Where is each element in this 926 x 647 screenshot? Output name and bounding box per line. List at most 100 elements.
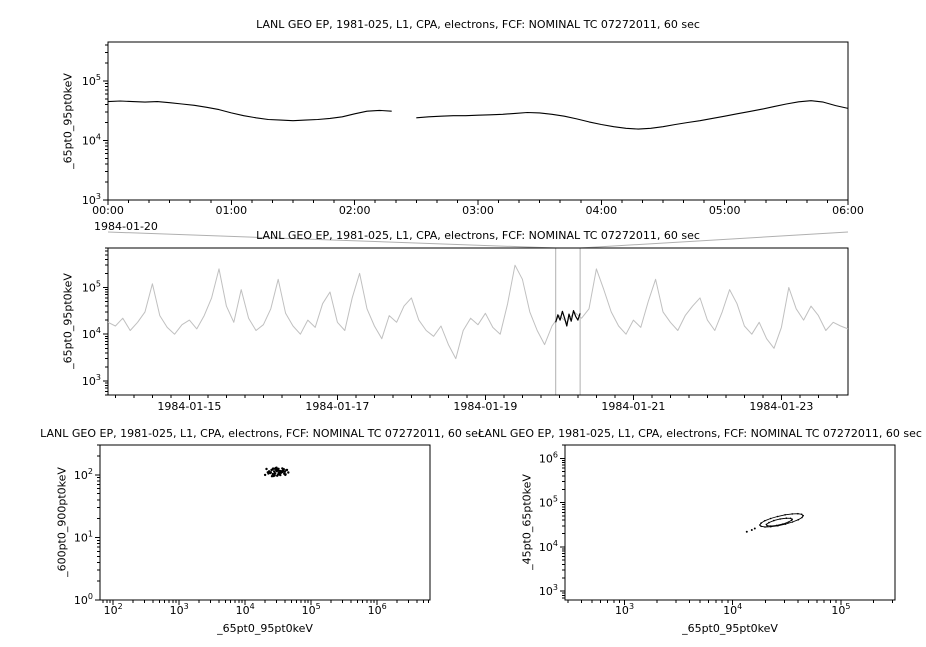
y-tick-label: 103 (82, 373, 101, 388)
x-tick-label: 106 (368, 602, 387, 617)
scatter-loop-outer-point (797, 518, 800, 521)
x-tick-label: 105 (302, 602, 321, 617)
y-tick-label: 105 (539, 495, 558, 510)
y-axis-label-context: _65pt0_95pt0keV (61, 273, 75, 369)
x-tick-label: 1984-01-21 (601, 400, 665, 413)
scatter-45-65-plot-frame[interactable] (564, 444, 896, 601)
scatter-loop-inner-point (790, 519, 793, 521)
panel-scatter-45-65: 103 104 105 103 104 105 106 (539, 444, 896, 617)
panel-timeseries-zoom: 00:00 01:00 02:00 03:00 04:00 05:00 06:00 103 10… (82, 41, 864, 217)
x-tick-label: 03:00 (462, 204, 494, 217)
scatter-65-95-vs-600-900-point (283, 470, 287, 473)
scatter-65-95-vs-600-900-point (275, 468, 279, 471)
scatter-loop-inner-point (779, 518, 781, 520)
x-tick-label: 05:00 (709, 204, 741, 217)
x-tick-label: 102 (104, 602, 123, 617)
x-axis-label-scatter-left: _65pt0_95pt0keV (217, 622, 313, 635)
scatter-65-95-vs-600-900-point (273, 470, 276, 473)
x-tick-label: 104 (236, 602, 255, 617)
x-tick-label: 105 (831, 602, 850, 617)
x-tick-label: 06:00 (832, 204, 864, 217)
x-tick-label: 00:00 (92, 204, 124, 217)
context-connector-right (580, 231, 849, 249)
y-axis-label-scatter-left: _600pt0_900pt0keV (55, 467, 69, 577)
scatter-65-95-vs-600-900-point (276, 474, 279, 477)
scatter-loop-outer-point (801, 516, 803, 519)
y-tick-label: 105 (82, 73, 101, 88)
panel-scatter-600-900: 102 103 104 105 106 100 101 102 (74, 444, 431, 617)
y-tick-label: 104 (82, 132, 101, 147)
scatter-loop-inner-point (765, 523, 768, 526)
y-axis-label-top: _65pt0_95pt0keV (61, 73, 75, 169)
scatter-65-95-vs-600-900-point (274, 472, 277, 475)
scatter-65-95-vs-600-900-point (271, 467, 275, 470)
scatter-65-95-vs-600-900-point (277, 471, 280, 474)
scatter-loop-inner-point (773, 519, 775, 522)
x-tick-label: 1984-01-15 (157, 400, 221, 413)
y-tick-label: 103 (82, 192, 101, 207)
electrons-65-95keV-zoom (107, 100, 849, 130)
scatter-loop-outer-point (776, 515, 779, 518)
scatter-65-95-vs-600-900-point (280, 470, 283, 473)
scatter-65-95-vs-600-900-point (270, 475, 274, 478)
panel-title-top: LANL GEO EP, 1981-025, L1, CPA, electron… (256, 18, 700, 31)
scatter-loop-outer-point (791, 513, 793, 515)
scatter-65-95-vs-600-900-point (284, 473, 287, 477)
scatter-65-95-vs-600-900-point (281, 469, 285, 472)
scatter-strays-point (753, 527, 756, 530)
panel-timeseries-context: 1984-01-15 1984-01-17 1984-01-19 1984-01-21… (82, 231, 849, 413)
scatter-loop-outer-point (791, 521, 794, 523)
panel-title-scatter-left: LANL GEO EP, 1981-025, L1, CPA, electron… (40, 427, 484, 440)
scatter-loop-outer-point (769, 517, 772, 520)
x-tick-label: 1984-01-19 (453, 400, 517, 413)
scatter-loop-outer-point (802, 514, 804, 517)
y-tick-label: 104 (539, 539, 558, 554)
scatter-65-95-vs-600-900-point (279, 473, 282, 477)
x-tick-label: 02:00 (339, 204, 371, 217)
scatter-loop-inner-point (785, 517, 788, 519)
scatter-strays-point (750, 529, 753, 531)
scatter-loop-outer-point (800, 513, 803, 516)
scatter-65-95-vs-600-900-point (267, 472, 270, 475)
scatter-65-95-vs-600-900-point (271, 472, 274, 476)
scatter-65-95-vs-600-900-point (275, 466, 278, 469)
scatter-65-95-vs-600-900-point (265, 467, 268, 471)
y-tick-label: 105 (82, 279, 101, 294)
x-axis-label-scatter-right: _65pt0_95pt0keV (682, 622, 778, 635)
y-axis-label-scatter-right: _45pt0_65pt0keV (520, 474, 534, 570)
context-connector-left (107, 231, 556, 249)
x-tick-label: 103 (615, 602, 634, 617)
scatter-loop-inner-point (768, 521, 770, 524)
x-tick-label: 04:00 (585, 204, 617, 217)
y-tick-label: 104 (82, 326, 101, 341)
context-date-label: 1984-01-20 (94, 220, 158, 233)
y-tick-label: 102 (74, 467, 93, 482)
x-tick-label: 1984-01-17 (305, 400, 369, 413)
scatter-65-95-vs-600-900-point (287, 471, 290, 474)
y-tick-label: 103 (539, 583, 558, 598)
electrons-65-95keV-context (107, 264, 849, 360)
scatter-loop-outer-point (764, 526, 766, 528)
scatter-65-95-vs-600-900-point (269, 471, 273, 474)
timeseries-context-plot-frame[interactable] (107, 247, 849, 396)
scatter-loop-inner-point (770, 525, 772, 527)
x-tick-label: 01:00 (215, 204, 247, 217)
panel-title-scatter-right: LANL GEO EP, 1981-025, L1, CPA, electron… (478, 427, 922, 440)
x-tick-label: 103 (170, 602, 189, 617)
y-tick-label: 106 (539, 450, 558, 465)
scatter-loop-inner-point (766, 524, 768, 527)
y-tick-label: 101 (74, 529, 93, 544)
timeseries-zoom-plot-frame[interactable] (107, 41, 849, 201)
scatter-65-95-vs-600-900-point (285, 468, 289, 472)
scatter-600-900-plot-frame[interactable] (99, 444, 431, 601)
scatter-65-95-vs-600-900-point (263, 473, 267, 477)
scatter-loop-outer-point (797, 512, 799, 515)
scatter-loop-outer-point (784, 514, 786, 516)
scatter-loop-outer-point (760, 522, 762, 524)
scatter-65-95-vs-600-900-point (267, 470, 271, 473)
scatter-loop-inner-point (787, 521, 790, 523)
scatter-loop-inner-point (782, 523, 784, 525)
scatter-loop-inner-point (789, 517, 792, 520)
